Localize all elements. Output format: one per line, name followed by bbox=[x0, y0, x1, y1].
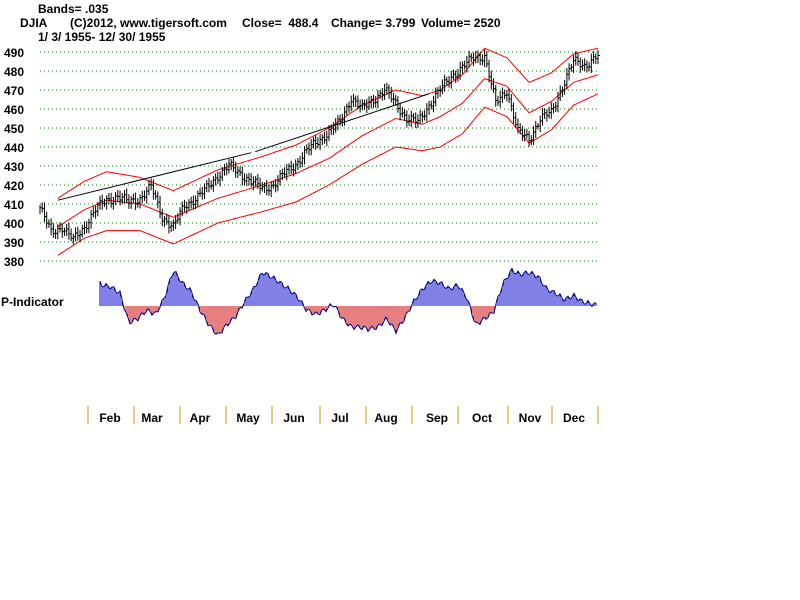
close-value: Close= 488.4 bbox=[242, 16, 319, 30]
month-label-mar: Mar bbox=[141, 411, 163, 425]
date-range-label: 1/ 3/ 1955- 12/ 30/ 1955 bbox=[38, 30, 166, 44]
symbol-label: DJIA bbox=[20, 16, 48, 30]
trendline-segment-1 bbox=[57, 152, 252, 201]
y-tick-label-460: 460 bbox=[4, 103, 24, 117]
change-value: Change= 3.799 bbox=[331, 16, 416, 30]
month-label-oct: Oct bbox=[472, 411, 492, 425]
copyright-label: (C)2012, www.tigersoft.com bbox=[70, 16, 227, 30]
y-tick-label-400: 400 bbox=[4, 217, 24, 231]
lower-band-line bbox=[57, 93, 599, 256]
y-tick-label-470: 470 bbox=[4, 84, 24, 98]
y-axis-labels: 490 480 470 460 450 440 430 420 410 400 390 380 bbox=[4, 46, 24, 269]
volume-value: Volume= 2520 bbox=[421, 16, 501, 30]
month-axis: Feb Mar Apr May Jun Jul Aug Sep Oct Nov Dec bbox=[87, 406, 599, 425]
y-tick-label-480: 480 bbox=[4, 65, 24, 79]
bollinger-bands bbox=[57, 47, 599, 256]
price-bars bbox=[39, 49, 600, 245]
bands-label: Bands= .035 bbox=[38, 2, 109, 16]
month-label-nov: Nov bbox=[519, 411, 542, 425]
month-label-dec: Dec bbox=[563, 411, 585, 425]
middle-band-line bbox=[57, 74, 599, 228]
p-indicator-histogram bbox=[99, 267, 597, 335]
month-label-jun: Jun bbox=[283, 411, 304, 425]
y-tick-label-440: 440 bbox=[4, 141, 24, 155]
month-label-aug: Aug bbox=[374, 411, 397, 425]
p-indicator-outline bbox=[99, 267, 597, 335]
month-label-sep: Sep bbox=[426, 411, 448, 425]
upper-band-line bbox=[57, 47, 599, 199]
y-tick-label-490: 490 bbox=[4, 46, 24, 60]
trendline bbox=[57, 93, 430, 201]
y-tick-label-380: 380 bbox=[4, 255, 24, 269]
y-tick-label-390: 390 bbox=[4, 236, 24, 250]
month-label-may: May bbox=[236, 411, 260, 425]
month-label-jul: Jul bbox=[331, 411, 348, 425]
month-label-feb: Feb bbox=[99, 411, 120, 425]
p-indicator-label: P-Indicator bbox=[1, 295, 64, 309]
y-tick-label-450: 450 bbox=[4, 122, 24, 136]
y-tick-label-430: 430 bbox=[4, 160, 24, 174]
y-tick-label-410: 410 bbox=[4, 198, 24, 212]
y-tick-label-420: 420 bbox=[4, 179, 24, 193]
month-label-apr: Apr bbox=[190, 411, 211, 425]
gridlines bbox=[40, 51, 598, 262]
